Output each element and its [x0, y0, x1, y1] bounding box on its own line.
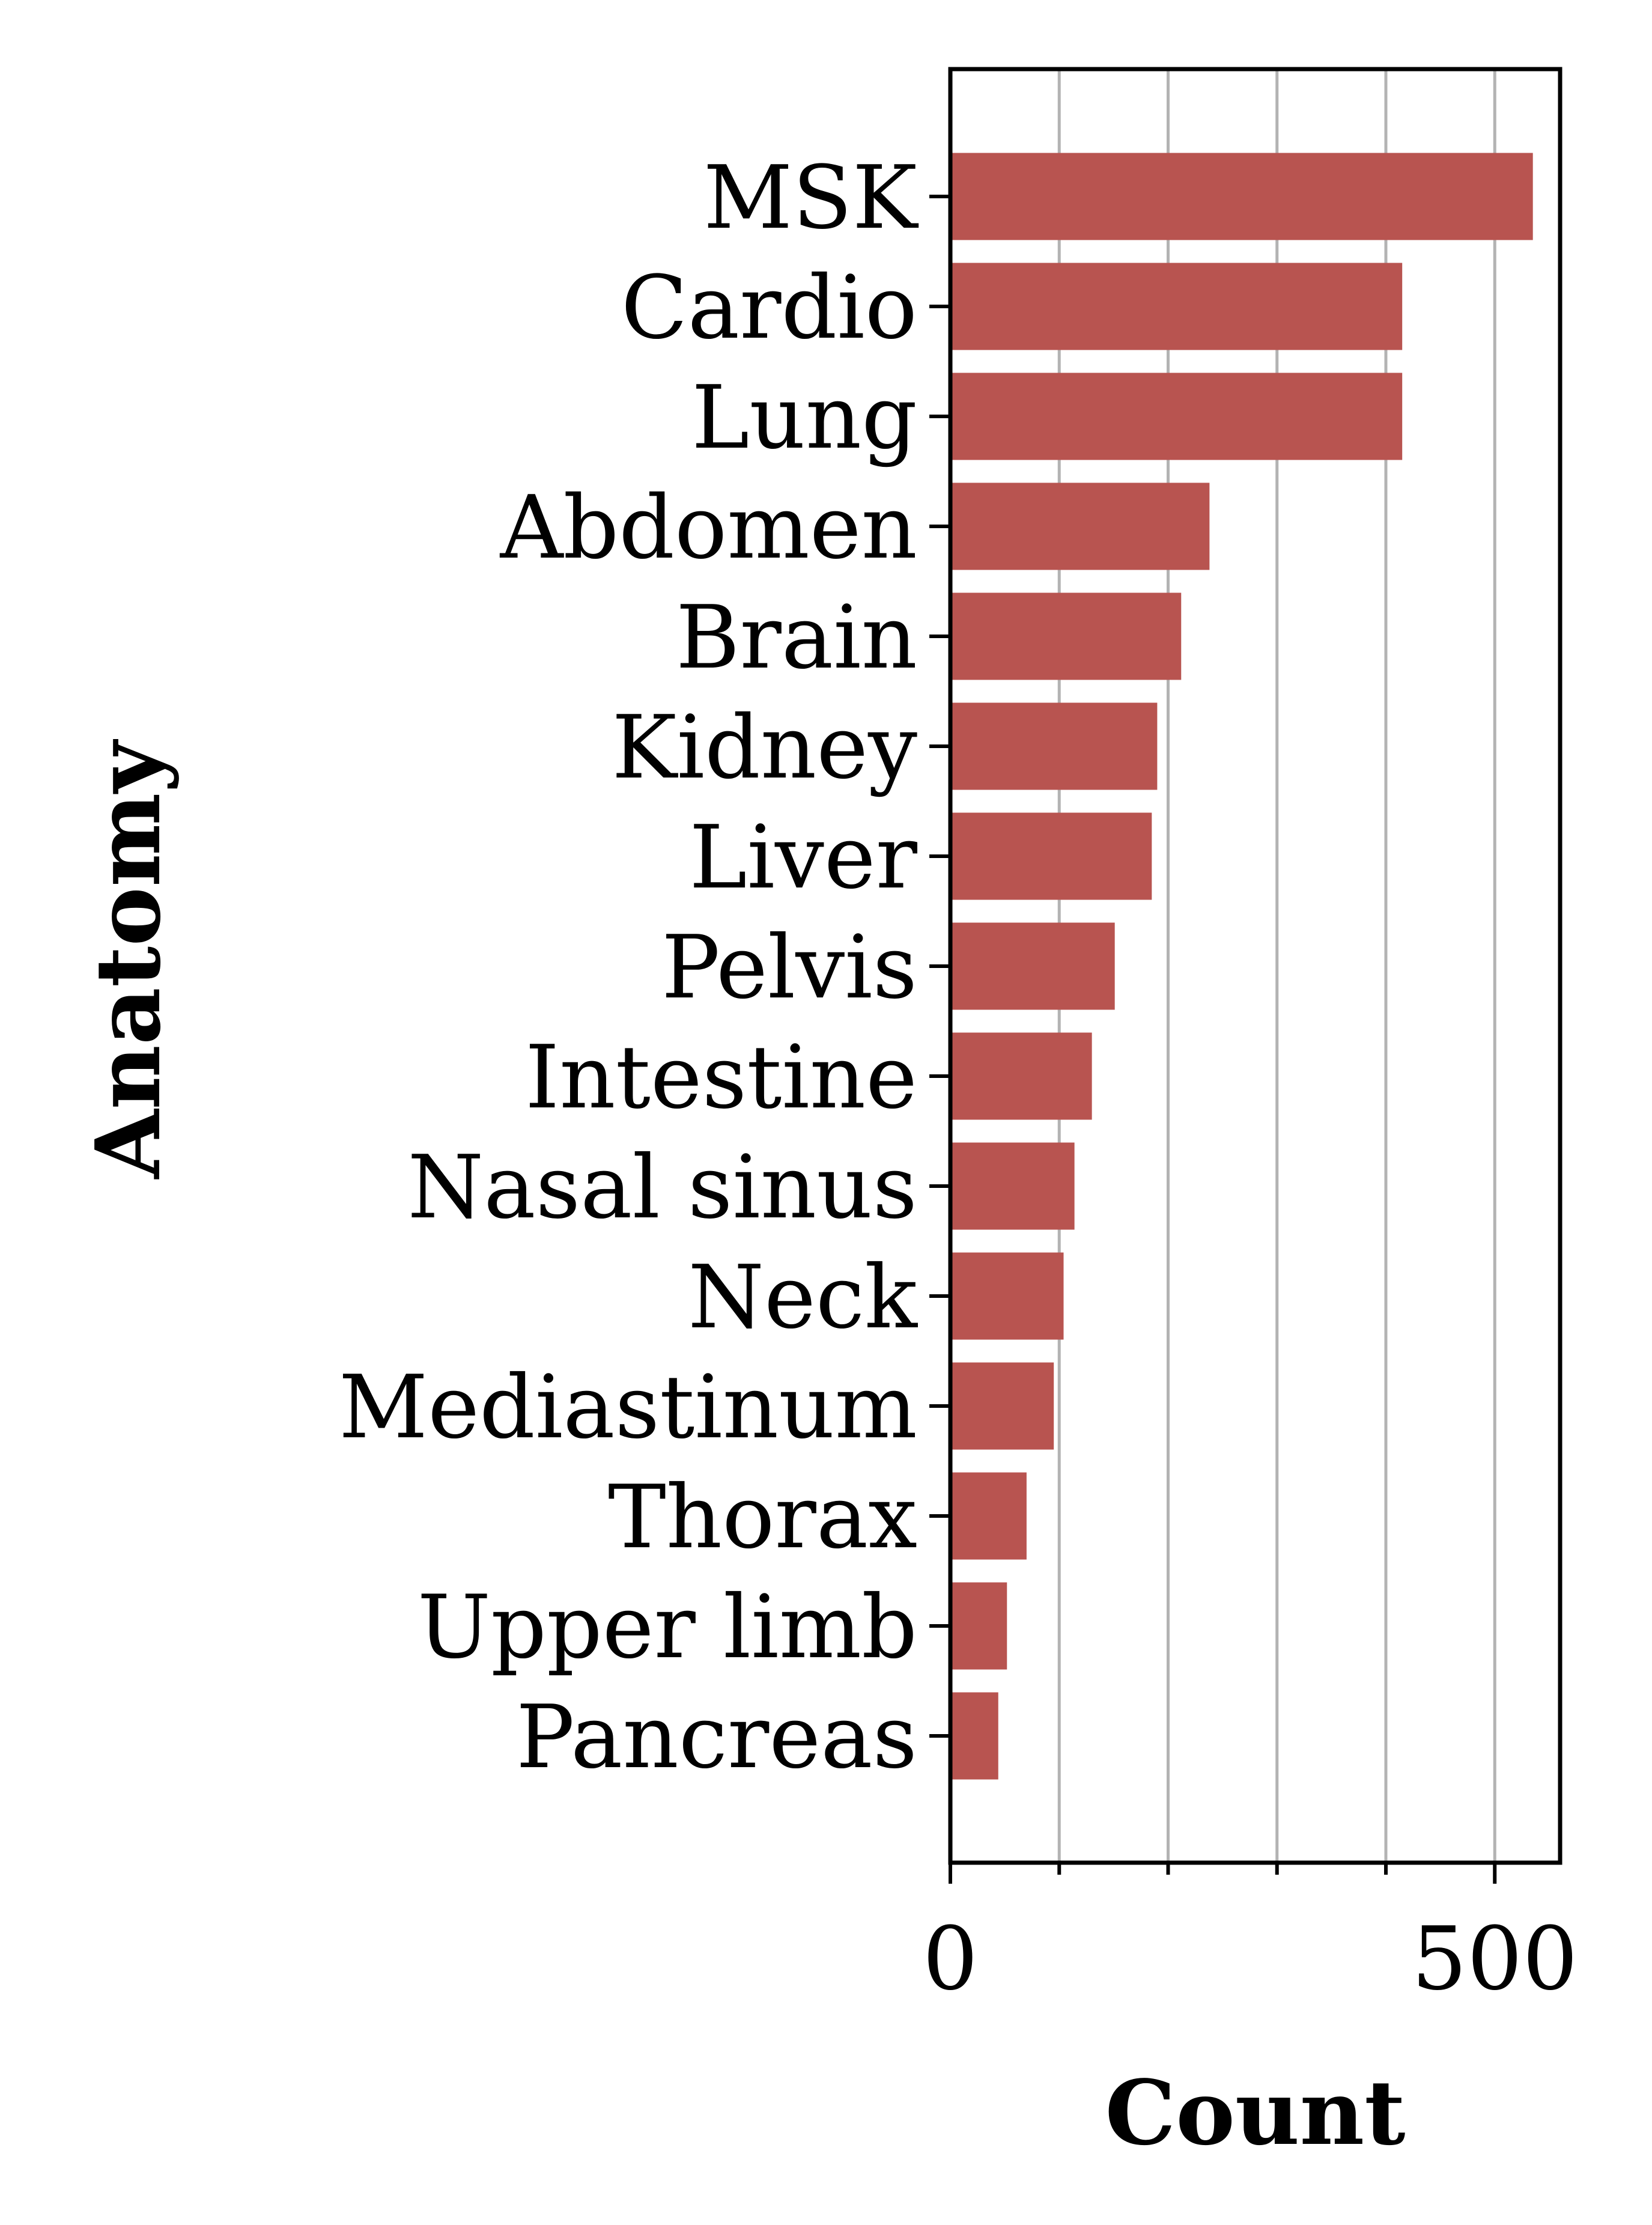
y-tick-label-liver: Liver [689, 807, 917, 909]
bar-cardio [950, 263, 1403, 350]
bar-mediastinum [950, 1362, 1054, 1450]
y-tick-label-mediastinum: Mediastinum [339, 1357, 917, 1458]
y-tick-label-msk: MSK [703, 147, 919, 249]
x-tick-label-0: 0 [923, 1908, 978, 2010]
axis-ticks [929, 195, 1497, 1884]
y-tick-label-thorax: Thorax [608, 1467, 917, 1568]
bar-intestine [950, 1032, 1092, 1120]
y-tick-label-lung: Lung [691, 367, 917, 469]
x-axis-title: Count [1105, 2060, 1405, 2165]
y-axis-title: Anatomy [76, 739, 180, 1180]
bar-msk [950, 153, 1533, 240]
bar-pelvis [950, 922, 1115, 1010]
y-tick-label-cardio: Cardio [621, 257, 917, 359]
bar-neck [950, 1252, 1064, 1340]
bar-brain [950, 592, 1182, 680]
y-tick-label-pelvis: Pelvis [661, 917, 917, 1018]
y-tick-label-pancreas: Pancreas [516, 1687, 917, 1788]
y-tick-label-abdomen: Abdomen [500, 477, 917, 579]
bar-abdomen [950, 482, 1210, 570]
x-grid-lines [1057, 69, 1496, 1863]
bar-liver [950, 812, 1152, 900]
bar-nasal-sinus [950, 1142, 1075, 1230]
y-tick-label-neck: Neck [688, 1247, 918, 1348]
y-tick-label-intestine: Intestine [525, 1027, 917, 1128]
y-tick-label-kidney: Kidney [612, 697, 917, 799]
tick-labels: 0 500 MSKCardioLungAbdomenBrainKidneyLiver… [339, 147, 1578, 2010]
bar-lung [950, 373, 1403, 460]
bar-upper-limb [950, 1582, 1007, 1670]
y-tick-label-upper-limb: Upper limb [418, 1577, 917, 1678]
bars [950, 153, 1533, 1780]
bar-pancreas [950, 1692, 998, 1780]
y-tick-label-brain: Brain [676, 587, 917, 689]
x-tick-label-500: 500 [1412, 1908, 1578, 2010]
y-tick-label-nasal-sinus: Nasal sinus [407, 1137, 917, 1238]
bar-kidney [950, 702, 1158, 790]
bar-thorax [950, 1472, 1027, 1560]
